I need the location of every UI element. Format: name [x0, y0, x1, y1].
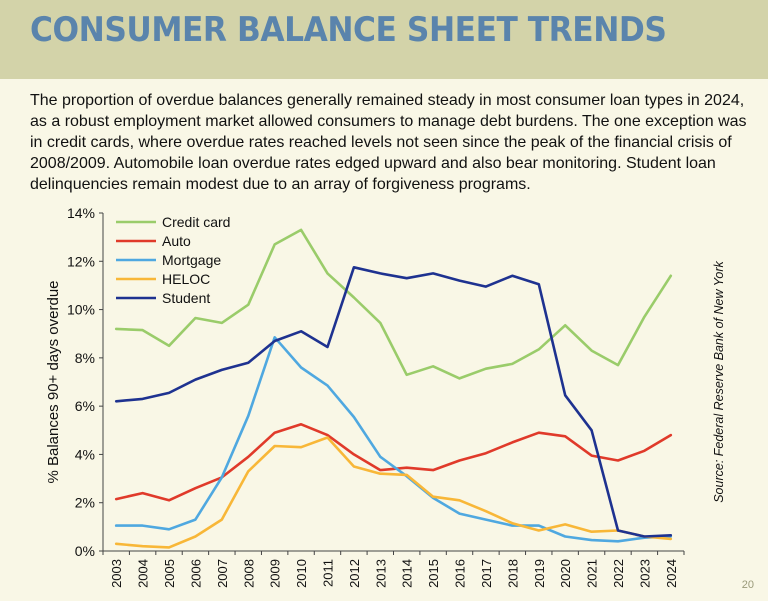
x-tick-label: 2003	[109, 559, 124, 588]
legend-label-mortgage: Mortgage	[162, 252, 221, 268]
legend-label-auto: Auto	[162, 233, 191, 249]
x-tick-label: 2019	[532, 559, 547, 588]
legend-label-heloc: HELOC	[162, 271, 210, 287]
x-tick-label: 2016	[453, 559, 468, 588]
x-tick-label: 2021	[585, 559, 600, 588]
intro-paragraph: The proportion of overdue balances gener…	[30, 92, 747, 193]
y-axis-label: % Balances 90+ days overdue	[45, 280, 62, 483]
y-tick-label: 6%	[75, 398, 95, 414]
series-line-student	[114, 265, 673, 538]
series-line-auto	[114, 422, 673, 502]
y-tick-label: 10%	[67, 302, 95, 318]
series-line-credit-card	[114, 228, 673, 380]
x-tick-label: 2008	[241, 559, 256, 588]
y-tick-label: 0%	[75, 543, 95, 559]
x-tick-label: 2005	[162, 559, 177, 588]
x-tick-label: 2014	[400, 559, 415, 588]
page-number: 20	[741, 579, 754, 591]
x-tick-label: 2006	[188, 559, 203, 588]
page-title: CONSUMER BALANCE SHEET TRENDS	[30, 10, 667, 50]
x-tick-label: 2012	[347, 559, 362, 588]
x-tick-label: 2018	[505, 559, 520, 588]
y-tick-label: 4%	[75, 446, 95, 462]
x-tick-label: 2015	[426, 559, 441, 588]
x-tick-label: 2013	[373, 559, 388, 588]
x-tick-label: 2010	[294, 559, 309, 588]
header-banner: CONSUMER BALANCE SHEET TRENDS	[0, 0, 768, 79]
series-line-heloc	[114, 436, 673, 549]
legend-label-student: Student	[162, 290, 210, 306]
y-tick-label: 12%	[67, 253, 95, 269]
x-tick-label: 2024	[664, 559, 679, 588]
legend-label-credit-card: Credit card	[162, 214, 230, 230]
y-tick-label: 2%	[75, 495, 95, 511]
y-tick-label: 14%	[67, 205, 95, 221]
source-note: Source: Federal Reserve Bank of New York	[712, 260, 726, 502]
x-tick-label: 2020	[558, 559, 573, 588]
x-tick-label: 2022	[611, 559, 626, 588]
series-line-mortgage	[114, 335, 673, 543]
y-tick-label: 8%	[75, 350, 95, 366]
x-tick-label: 2017	[479, 559, 494, 588]
x-tick-label: 2007	[215, 559, 230, 588]
x-tick-label: 2004	[136, 559, 151, 588]
x-tick-label: 2009	[268, 559, 283, 588]
x-tick-label: 2011	[320, 559, 335, 587]
x-tick-label: 2023	[637, 559, 652, 588]
